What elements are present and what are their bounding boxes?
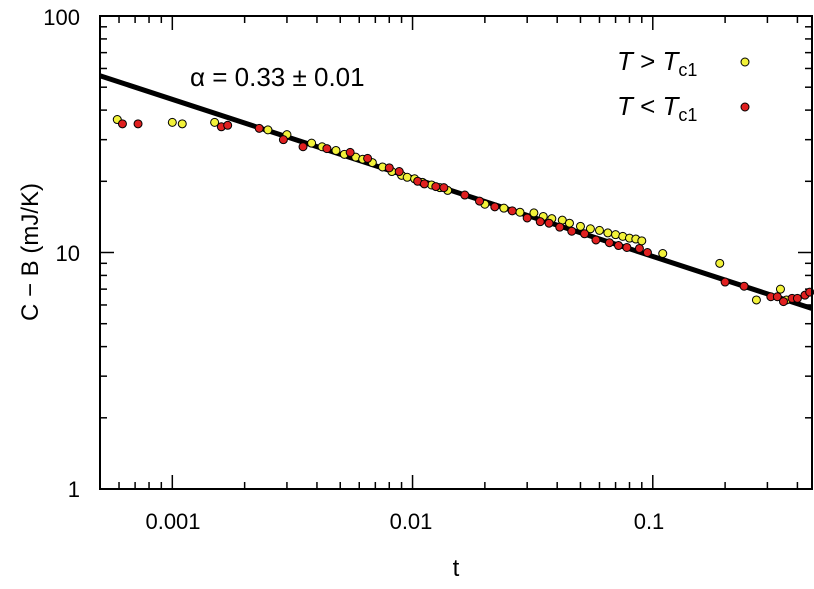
data-point-above-tc1 [564,218,574,228]
legend-marker-above [740,57,750,67]
data-point-below-tc1 [419,179,429,189]
plot-frame [99,15,813,490]
data-point-below-tc1 [591,235,601,245]
data-point-below-tc1 [117,119,127,129]
x-tick-label-0.1: 0.1 [634,509,665,534]
data-point-above-tc1 [210,117,220,127]
data-point-above-tc1 [307,138,317,148]
data-point-below-tc1 [363,153,373,163]
data-point-below-tc1 [345,147,355,157]
data-point-below-tc1 [507,206,517,216]
data-point-below-tc1 [778,297,788,307]
data-point-below-tc1 [567,226,577,236]
data-point-above-tc1 [594,225,604,235]
data-point-below-tc1 [555,222,565,232]
fit-annotation: α = 0.33 ± 0.01 [190,62,365,92]
data-point-below-tc1 [720,277,730,287]
data-point-above-tc1 [637,236,647,246]
data-point-above-tc1 [263,125,273,135]
x-tick-label-0.001: 0.001 [145,509,200,534]
data-point-above-tc1 [575,221,585,231]
data-point-above-tc1 [585,224,595,234]
data-point-above-tc1 [529,208,539,218]
data-point-below-tc1 [522,213,532,223]
data-point-below-tc1 [580,229,590,239]
data-point-below-tc1 [634,243,644,253]
data-point-below-tc1 [439,183,449,193]
legend: T > Tc1 T < Tc1 [617,46,750,125]
data-point-above-tc1 [751,295,761,305]
data-point-below-tc1 [604,238,614,248]
x-tick-label-0.01: 0.01 [390,509,433,534]
data-point-below-tc1 [460,190,470,200]
data-point-above-tc1 [515,207,525,217]
axis-ticks [99,15,812,490]
legend-label-below: T < Tc1 [617,91,697,125]
data-point-below-tc1 [739,281,749,291]
data-point-below-tc1 [394,167,404,177]
data-point-below-tc1 [614,241,624,251]
x-axis-label: t [453,555,460,582]
data-point-below-tc1 [772,292,782,302]
data-point-above-tc1 [715,258,725,268]
data-point-above-tc1 [603,228,613,238]
data-point-above-tc1 [167,117,177,127]
data-point-below-tc1 [278,135,288,145]
data-point-below-tc1 [384,163,394,173]
data-point-below-tc1 [475,196,485,206]
data-point-above-tc1 [611,230,621,240]
data-points [112,115,814,307]
data-point-below-tc1 [431,182,441,192]
data-point-below-tc1 [544,218,554,228]
y-tick-label-10: 10 [56,241,80,266]
data-point-below-tc1 [322,144,332,154]
y-tick-label-100: 100 [43,5,80,30]
data-point-above-tc1 [177,119,187,129]
data-point-above-tc1 [658,249,668,259]
data-point-below-tc1 [642,248,652,257]
y-axis-label: C − B (mJ/K) [17,183,44,321]
legend-marker-below [740,102,750,112]
data-point-below-tc1 [535,217,545,227]
legend-label-above: T > Tc1 [617,46,697,80]
data-point-below-tc1 [792,293,802,303]
data-point-below-tc1 [254,123,264,133]
data-point-below-tc1 [133,119,143,129]
data-point-above-tc1 [402,172,412,182]
data-point-below-tc1 [622,242,632,252]
y-tick-label-1: 1 [68,477,80,502]
data-point-above-tc1 [499,203,509,213]
data-point-above-tc1 [331,145,341,155]
data-point-above-tc1 [775,284,785,294]
data-point-below-tc1 [490,202,500,212]
data-point-below-tc1 [223,120,233,130]
fit-line [99,73,813,311]
data-point-below-tc1 [298,142,308,152]
